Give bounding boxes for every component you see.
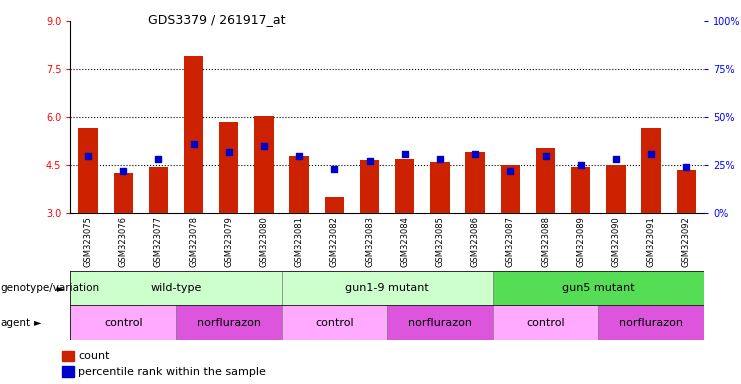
Text: control: control (104, 318, 142, 328)
Point (328, 166, 340, 172)
Bar (493, 271, 704, 305)
Text: norflurazon: norflurazon (619, 318, 683, 328)
Bar (465, 152, 485, 213)
Bar (282, 305, 387, 340)
Text: norflurazon: norflurazon (197, 318, 261, 328)
Bar (184, 56, 203, 213)
Text: gun1-9 mutant: gun1-9 mutant (345, 283, 429, 293)
Bar (62, 366, 74, 377)
Bar (325, 197, 344, 213)
Bar (70, 305, 176, 340)
Bar (677, 170, 696, 213)
Bar (70, 271, 282, 305)
Bar (149, 167, 168, 213)
Text: percentile rank within the sample: percentile rank within the sample (79, 366, 266, 377)
Text: gun5 mutant: gun5 mutant (562, 283, 635, 293)
Bar (282, 271, 493, 305)
Bar (606, 165, 625, 213)
Bar (79, 128, 98, 213)
Point (153, 156, 165, 162)
Bar (360, 161, 379, 213)
Point (82, 152, 94, 159)
Point (293, 152, 305, 159)
Point (364, 158, 376, 164)
Point (223, 149, 235, 155)
Bar (290, 156, 309, 213)
Point (610, 156, 622, 162)
Point (469, 151, 481, 157)
Bar (176, 305, 282, 340)
Bar (62, 351, 74, 361)
Text: count: count (79, 351, 110, 361)
Bar (254, 116, 273, 213)
Bar (387, 305, 493, 340)
Bar (571, 167, 591, 213)
Point (575, 162, 587, 168)
Point (399, 151, 411, 157)
Point (505, 168, 516, 174)
Text: control: control (315, 318, 353, 328)
Point (187, 141, 199, 147)
Text: control: control (526, 318, 565, 328)
Point (539, 152, 551, 159)
Text: genotype/variation: genotype/variation (1, 283, 100, 293)
Text: norflurazon: norflurazon (408, 318, 472, 328)
Point (434, 156, 446, 162)
Text: agent: agent (1, 318, 31, 328)
Point (645, 151, 657, 157)
Point (258, 143, 270, 149)
Text: wild-type: wild-type (150, 283, 202, 293)
Point (680, 164, 692, 170)
Text: ►: ► (34, 318, 41, 328)
Text: ►: ► (57, 283, 64, 293)
Bar (113, 173, 133, 213)
Bar (219, 122, 239, 213)
Bar (431, 162, 450, 213)
Bar (501, 165, 520, 213)
Point (117, 168, 129, 174)
Bar (395, 159, 414, 213)
Bar (493, 305, 598, 340)
Bar (598, 305, 704, 340)
Bar (642, 128, 661, 213)
Text: GDS3379 / 261917_at: GDS3379 / 261917_at (148, 13, 286, 26)
Bar (536, 147, 555, 213)
